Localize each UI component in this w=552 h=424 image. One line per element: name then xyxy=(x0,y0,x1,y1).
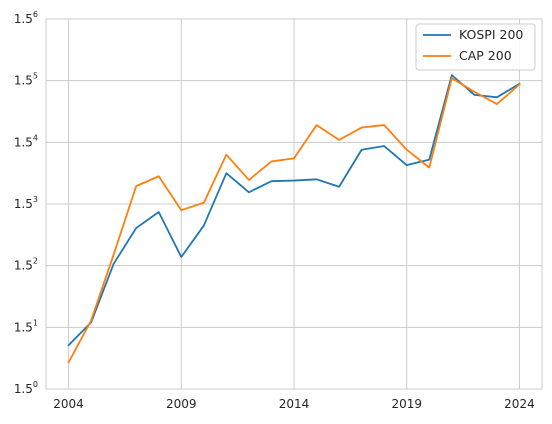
legend-label-cap-200: CAP 200 xyxy=(459,48,512,63)
x-axis-ticks: 2004 2009 2014 2019 2024 xyxy=(53,397,534,411)
x-tick-label: 2019 xyxy=(391,397,422,411)
y-tick-label: 1.55 xyxy=(14,72,38,88)
y-tick-label: 1.52 xyxy=(14,257,38,273)
y-tick-label: 1.56 xyxy=(14,10,38,26)
y-tick-exponent: 5 xyxy=(33,72,38,81)
plot-area xyxy=(45,18,543,390)
y-tick-exponent: 4 xyxy=(33,133,38,142)
x-tick-label: 2024 xyxy=(504,397,535,411)
grid-lines xyxy=(46,18,542,390)
series-line-cap-200 xyxy=(67,77,521,364)
y-tick-label: 1.53 xyxy=(14,195,38,211)
x-tick-label: 2014 xyxy=(279,397,310,411)
y-tick-exponent: 6 xyxy=(33,10,38,19)
y-tick-label: 1.51 xyxy=(14,318,38,334)
x-tick-label: 2009 xyxy=(166,397,197,411)
y-tick-exponent: 2 xyxy=(33,257,38,266)
y-tick-exponent: 0 xyxy=(33,380,38,389)
y-tick-label: 1.50 xyxy=(14,380,38,396)
y-tick-exponent: 3 xyxy=(33,195,38,204)
series-lines xyxy=(67,74,521,364)
y-tick-exponent: 1 xyxy=(33,318,38,327)
x-tick-label: 2004 xyxy=(53,397,84,411)
y-axis-ticks: 1.50 1.51 1.52 1.53 1.54 1.55 1.56 xyxy=(14,10,38,396)
legend: KOSPI 200 CAP 200 xyxy=(415,23,536,71)
legend-label-kospi-200: KOSPI 200 xyxy=(459,27,523,42)
series-line-kospi-200 xyxy=(67,74,521,347)
y-tick-label: 1.54 xyxy=(14,133,38,149)
